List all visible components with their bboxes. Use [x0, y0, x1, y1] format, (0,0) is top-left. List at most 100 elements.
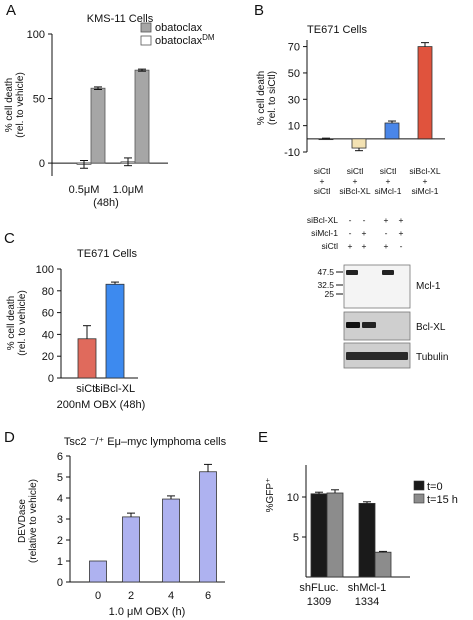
- blot-band-label: Bcl-XL: [416, 322, 446, 333]
- blot-tubulin-band: [346, 352, 408, 360]
- panel-d-category: 0: [95, 590, 101, 602]
- panel-d-category: 4: [168, 590, 174, 602]
- panel-b-bar: [384, 122, 400, 140]
- panel-c-category: siBcl-XL: [95, 383, 135, 395]
- panel-a-ylabel: % cell death (rel. to vehicle): [4, 72, 26, 138]
- panel-e-legend-label: t=0: [427, 481, 443, 493]
- panel-b-bar: [318, 138, 334, 141]
- blot-mark: -: [385, 228, 388, 238]
- panel-a-xlabel: (48h): [93, 197, 119, 209]
- panel-b-ytick-label: 30: [288, 94, 300, 106]
- panel-d-ylabel: DEVDase (relative to vehicle): [17, 479, 39, 563]
- panel-d-bar: [199, 471, 217, 583]
- blot-mcl1-band: [382, 270, 394, 275]
- blot-mark: +: [384, 241, 389, 251]
- panel-c-xlabel: 200nM OBX (48h): [57, 399, 146, 411]
- panel-e-category: shFLuc.: [299, 582, 338, 594]
- panel-c-title: TE671 Cells: [77, 248, 137, 260]
- panel-c-ytick-label: 80: [42, 286, 54, 298]
- panel-b-category: siCtl: [314, 186, 331, 196]
- blot-marker-label: 32.5: [317, 280, 334, 290]
- panel-b-category: siBcl-XL: [339, 186, 370, 196]
- panel-a-ytick-label: 50: [33, 94, 45, 106]
- panel-e-category: 1309: [307, 596, 331, 608]
- panel-d-ytick-label: 4: [57, 493, 63, 505]
- panel-a-legend-label: obatoclax: [155, 22, 203, 34]
- panel-c-ytick-label: 40: [42, 329, 54, 341]
- panel-d-ytick-label: 3: [57, 514, 63, 526]
- panel-e-ytick-label: 5: [293, 532, 299, 544]
- panel-a-legend-swatch: [140, 22, 152, 33]
- panel-e-bar: [310, 493, 328, 578]
- panel-d-bar: [122, 516, 140, 583]
- panel-a-category: 0.5μM: [69, 184, 100, 196]
- blot-mark: +: [362, 228, 367, 238]
- panel-e-category: shMcl-1: [348, 582, 387, 594]
- panel-b-category: siCtl: [347, 166, 364, 176]
- panel-a-legend-swatch: [140, 35, 152, 46]
- panel-c-ylabel-line: % cell death: [6, 296, 17, 350]
- panel-c-ytick-label: 20: [42, 351, 54, 363]
- blot-marker-label: 25: [325, 289, 335, 299]
- panel-b-category: +: [386, 176, 391, 186]
- panel-c-ylabel-line: (rel. to vehicle): [17, 290, 28, 356]
- blot-condition-label: siBcl-XL: [307, 215, 338, 225]
- panel-b-category: siMcl-1: [412, 186, 439, 196]
- panel-a-ylabel-line: % cell death: [4, 78, 15, 132]
- blot-mark: -: [363, 215, 366, 225]
- panel-b-ylabel-line: % cell death: [256, 71, 267, 125]
- panel-b-category: siBcl-XL: [409, 166, 440, 176]
- blot-mark: +: [362, 241, 367, 251]
- panel-c-letter: C: [4, 230, 15, 247]
- panel-e-bar: [326, 492, 344, 578]
- panel-e-category: 1334: [355, 596, 379, 608]
- blot-condition-label: siCtl: [321, 241, 338, 251]
- panel-b-bar: [417, 46, 433, 140]
- panel-d-ylabel-line: DEVDase: [17, 499, 28, 543]
- panel-d-ytick-label: 6: [57, 451, 63, 463]
- panel-a-bar: [90, 87, 106, 164]
- panel-c-ytick-label: 100: [36, 264, 54, 276]
- panel-d-category: 2: [128, 590, 134, 602]
- panel-c-category: siCtl: [76, 383, 97, 395]
- blot-mark: +: [399, 228, 404, 238]
- panel-c-bar: [105, 283, 125, 379]
- panel-e-bar: [358, 502, 376, 578]
- blot-band-label: Tubulin: [416, 352, 448, 363]
- blot-mark: +: [348, 241, 353, 251]
- panel-b-category: +: [353, 176, 358, 186]
- panel-b-category: +: [320, 176, 325, 186]
- panel-e-bar: [374, 551, 392, 578]
- panel-d-ytick-label: 5: [57, 472, 63, 484]
- panel-d-xlabel: 1.0 μM OBX (h): [109, 606, 186, 618]
- panel-d-ylabel-line: (relative to vehicle): [28, 479, 39, 563]
- panel-a-ylabel-line: (rel. to vehicle): [15, 72, 26, 138]
- blot-band-label: Mcl-1: [416, 281, 441, 292]
- panel-c-ylabel: % cell death (rel. to vehicle): [6, 290, 28, 356]
- panel-c-ytick-label: 0: [48, 373, 54, 385]
- panel-e-letter: E: [258, 429, 268, 446]
- panel-d-category: 6: [205, 590, 211, 602]
- panel-b-category: siMcl-1: [375, 186, 402, 196]
- panel-b-title: TE671 Cells: [307, 24, 367, 36]
- blot-mark: -: [349, 215, 352, 225]
- blot-marker-label: 47.5: [317, 267, 334, 277]
- panel-e-legend-label: t=15 h: [427, 494, 458, 506]
- panel-b-ytick-label: 50: [288, 68, 300, 80]
- panel-b-bar: [351, 138, 367, 149]
- panel-b-ylabel-line: (rel. to siCtl): [267, 71, 278, 125]
- panel-c-ytick-label: 60: [42, 308, 54, 320]
- panel-b-ytick-label: 10: [288, 121, 300, 133]
- panel-d-bar: [162, 498, 180, 583]
- panel-b-ytick-label: 70: [288, 42, 300, 54]
- panel-b-category: +: [423, 176, 428, 186]
- panel-a-bar: [134, 69, 150, 164]
- panel-e-legend-swatch: [413, 480, 425, 491]
- panel-d-bar: [89, 560, 107, 583]
- panel-a-legend-label: obatoclaxDM: [155, 33, 215, 47]
- panel-b-letter: B: [254, 2, 264, 19]
- panel-d-ytick-label: 0: [57, 577, 63, 589]
- panel-b-category: siCtl: [314, 166, 331, 176]
- blot-bclxl-band: [346, 322, 360, 328]
- panel-e-legend-swatch: [413, 493, 425, 504]
